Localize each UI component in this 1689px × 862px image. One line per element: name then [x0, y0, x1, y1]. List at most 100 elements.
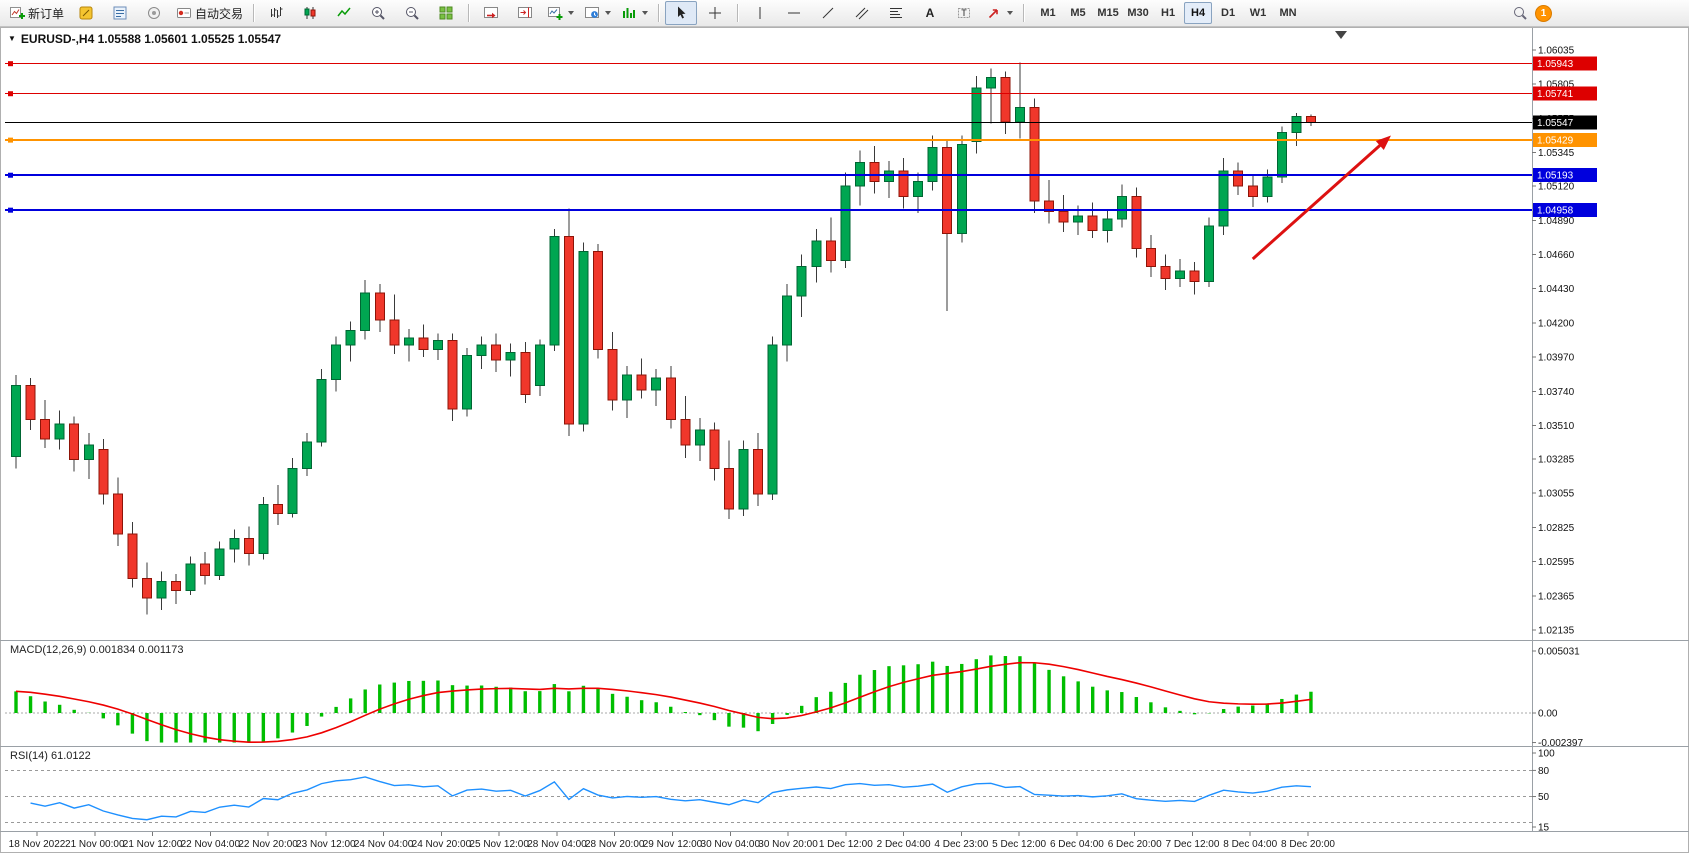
- horizontal-lines-layer[interactable]: 1.05943 1.05741 1.05429 1.05193 1.04958: [5, 56, 1597, 218]
- trendline-button[interactable]: [812, 1, 844, 25]
- metaeditor-button[interactable]: [70, 1, 102, 25]
- timeframe-button-m5[interactable]: M5: [1070, 7, 1086, 19]
- tile-windows-button[interactable]: [430, 1, 462, 25]
- candle: [753, 432, 764, 506]
- price-axis-label: 1.03285: [1538, 454, 1575, 465]
- hline-1.05429[interactable]: 1.05429: [5, 133, 1597, 148]
- new-order-button[interactable]: 新订单: [5, 1, 68, 25]
- candle: [1160, 254, 1171, 291]
- candle: [1058, 195, 1069, 233]
- rsi-axis-label: 80: [1538, 766, 1550, 777]
- metaeditor-icon: [78, 5, 94, 21]
- toolbar-separator: [1023, 4, 1025, 22]
- horizontal-line-icon: [786, 5, 802, 21]
- text-button[interactable]: A: [914, 1, 946, 25]
- chart-shift-button[interactable]: [509, 1, 541, 25]
- window-frame: [0, 27, 1689, 853]
- timeframe-button-m15[interactable]: M15: [1097, 7, 1119, 19]
- candle: [884, 160, 894, 198]
- timeframe-button-h4[interactable]: H4: [1184, 2, 1213, 24]
- timeframe-button-w1[interactable]: W1: [1249, 7, 1267, 19]
- timeframe-button-d1[interactable]: D1: [1221, 7, 1236, 19]
- price-axis-label: 1.05120: [1538, 182, 1575, 193]
- channel-button[interactable]: [846, 1, 878, 25]
- price-axis-label: 1.02135: [1538, 626, 1575, 637]
- profiles-button[interactable]: [580, 1, 615, 25]
- candles-layer: [11, 62, 1316, 615]
- notifications-badge[interactable]: 1: [1535, 4, 1552, 22]
- candlestick-chart-button[interactable]: [294, 1, 326, 25]
- candle: [578, 242, 589, 432]
- candle: [1087, 202, 1098, 239]
- svg-text:1.05547: 1.05547: [1537, 118, 1574, 129]
- bar-chart-button[interactable]: [260, 1, 292, 25]
- zoom-in-button[interactable]: [362, 1, 394, 25]
- arrows-button[interactable]: [982, 1, 1017, 25]
- price-axis-label: 1.04200: [1538, 318, 1575, 329]
- price-tag-1.04958: 1.04958: [1533, 203, 1597, 218]
- text-label-button[interactable]: T: [948, 1, 980, 25]
- horizontal-line-button[interactable]: [778, 1, 810, 25]
- time-axis-label: 25 Nov 12:00: [469, 839, 529, 850]
- hline-1.04958[interactable]: 1.04958: [5, 203, 1597, 218]
- timeframe-button-h1[interactable]: H1: [1161, 7, 1176, 19]
- candle: [767, 336, 778, 500]
- vertical-line-button[interactable]: [744, 1, 776, 25]
- trend-arrow[interactable]: [1251, 135, 1391, 261]
- svg-text:1.04958: 1.04958: [1537, 206, 1574, 217]
- time-axis-label: 8 Dec 20:00: [1281, 839, 1335, 850]
- candle: [680, 395, 691, 459]
- candle: [11, 374, 21, 469]
- time-axis-label: 6 Dec 04:00: [1050, 839, 1104, 850]
- autotrading-button[interactable]: 自动交易: [172, 1, 247, 25]
- time-axis-label: 22 Nov 20:00: [238, 839, 298, 850]
- indicators-icon: [621, 5, 637, 21]
- candle: [1305, 114, 1316, 126]
- hline-1.05193[interactable]: 1.05193: [5, 168, 1597, 183]
- price-axis-label: 1.05805: [1538, 80, 1575, 91]
- text-label-icon: T: [956, 5, 972, 21]
- rsi-axis: 100 80 50 15: [1532, 749, 1555, 834]
- indicators-button[interactable]: [617, 1, 652, 25]
- navigator-button[interactable]: [138, 1, 170, 25]
- zoom-in-icon: [370, 5, 386, 21]
- candle: [1233, 162, 1244, 195]
- candle: [243, 526, 254, 566]
- candle: [913, 172, 924, 213]
- fibonacci-button[interactable]: [880, 1, 912, 25]
- macd-panel: 0.005031 0.00 -0.002397: [5, 646, 1583, 749]
- price-axis-label: 1.05345: [1538, 148, 1575, 159]
- candle: [796, 254, 807, 317]
- price-tag-1.05943: 1.05943: [1533, 56, 1597, 71]
- candle: [491, 333, 502, 372]
- candle: [840, 172, 851, 268]
- svg-text:1.05741: 1.05741: [1537, 89, 1574, 100]
- search-icon[interactable]: [1512, 5, 1528, 21]
- price-tag-1.05741: 1.05741: [1533, 86, 1597, 101]
- candle: [927, 135, 938, 191]
- new-chart-button[interactable]: [543, 1, 578, 25]
- timeframe-button-m30[interactable]: M30: [1127, 7, 1149, 19]
- candle: [83, 432, 94, 480]
- candle: [811, 229, 822, 283]
- candle: [665, 366, 676, 429]
- timeframe-button-mn[interactable]: MN: [1279, 7, 1297, 19]
- line-chart-button[interactable]: [328, 1, 360, 25]
- auto-scroll-button[interactable]: [475, 1, 507, 25]
- cursor-button[interactable]: [665, 1, 698, 25]
- zoom-out-button[interactable]: [396, 1, 428, 25]
- one-click-collapse-icon[interactable]: ▼: [8, 34, 16, 43]
- market-watch-button[interactable]: [104, 1, 136, 25]
- candle: [462, 348, 473, 417]
- crosshair-button[interactable]: [699, 1, 731, 25]
- candle: [141, 562, 152, 615]
- chart-shift-marker[interactable]: [1335, 31, 1347, 39]
- hline-1.05943[interactable]: 1.05943: [5, 56, 1597, 71]
- macd-axis-label: 0.00: [1538, 709, 1558, 720]
- timeframe-button-m1[interactable]: M1: [1040, 7, 1056, 19]
- candle: [25, 377, 36, 430]
- price-axis-label: 1.06035: [1538, 46, 1575, 57]
- price-axis-label: 1.04430: [1538, 284, 1575, 295]
- hline-1.05741[interactable]: 1.05741: [5, 86, 1597, 101]
